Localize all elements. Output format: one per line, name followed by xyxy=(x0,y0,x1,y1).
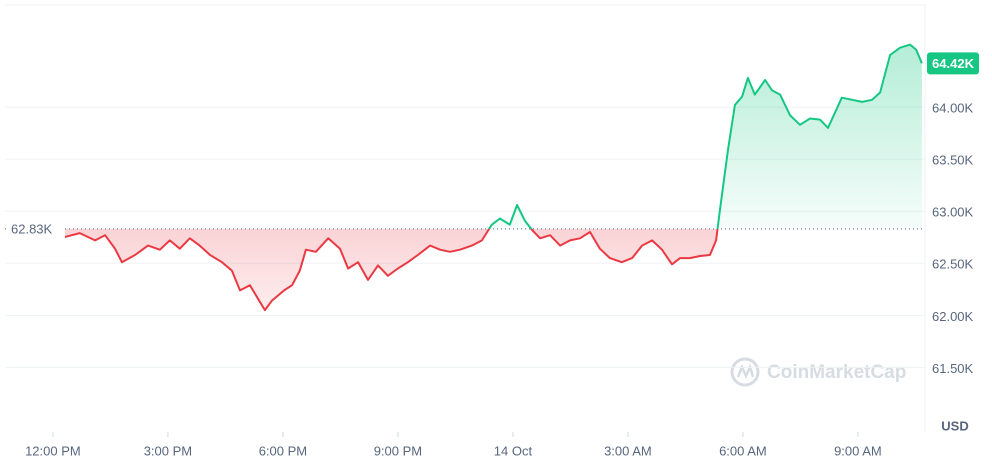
x-tick-label: 6:00 AM xyxy=(719,443,767,458)
watermark: CoinMarketCap xyxy=(730,357,906,387)
watermark-logo xyxy=(730,357,760,387)
x-tick-label: 3:00 AM xyxy=(604,443,652,458)
x-tick-label: 9:00 AM xyxy=(834,443,882,458)
last-value-label: 64.42K xyxy=(932,56,975,71)
last-value-badge xyxy=(927,52,979,75)
y-tick-label: 62.50K xyxy=(932,257,974,272)
y-tick-label: 61.50K xyxy=(932,361,974,376)
watermark-logo-mark xyxy=(736,363,755,380)
x-tick-label: 14 Oct xyxy=(494,443,533,458)
x-tick-label: 12:00 PM xyxy=(25,443,81,458)
y-tick-label: 62.00K xyxy=(932,309,974,324)
price-line xyxy=(63,43,923,312)
y-tick-label: 63.00K xyxy=(932,205,974,220)
baseline-label: 62.83K xyxy=(11,221,53,236)
y-unit: USD xyxy=(941,418,968,433)
y-tick-label: 63.50K xyxy=(932,153,974,168)
x-tick-label: 9:00 PM xyxy=(374,443,422,458)
y-tick-label: 64.00K xyxy=(932,101,974,116)
area xyxy=(64,44,922,311)
baseline-label-bg xyxy=(7,219,65,238)
x-tick-label: 3:00 PM xyxy=(144,443,192,458)
watermark-text: CoinMarketCap xyxy=(767,362,906,383)
x-tick-label: 6:00 PM xyxy=(259,443,307,458)
